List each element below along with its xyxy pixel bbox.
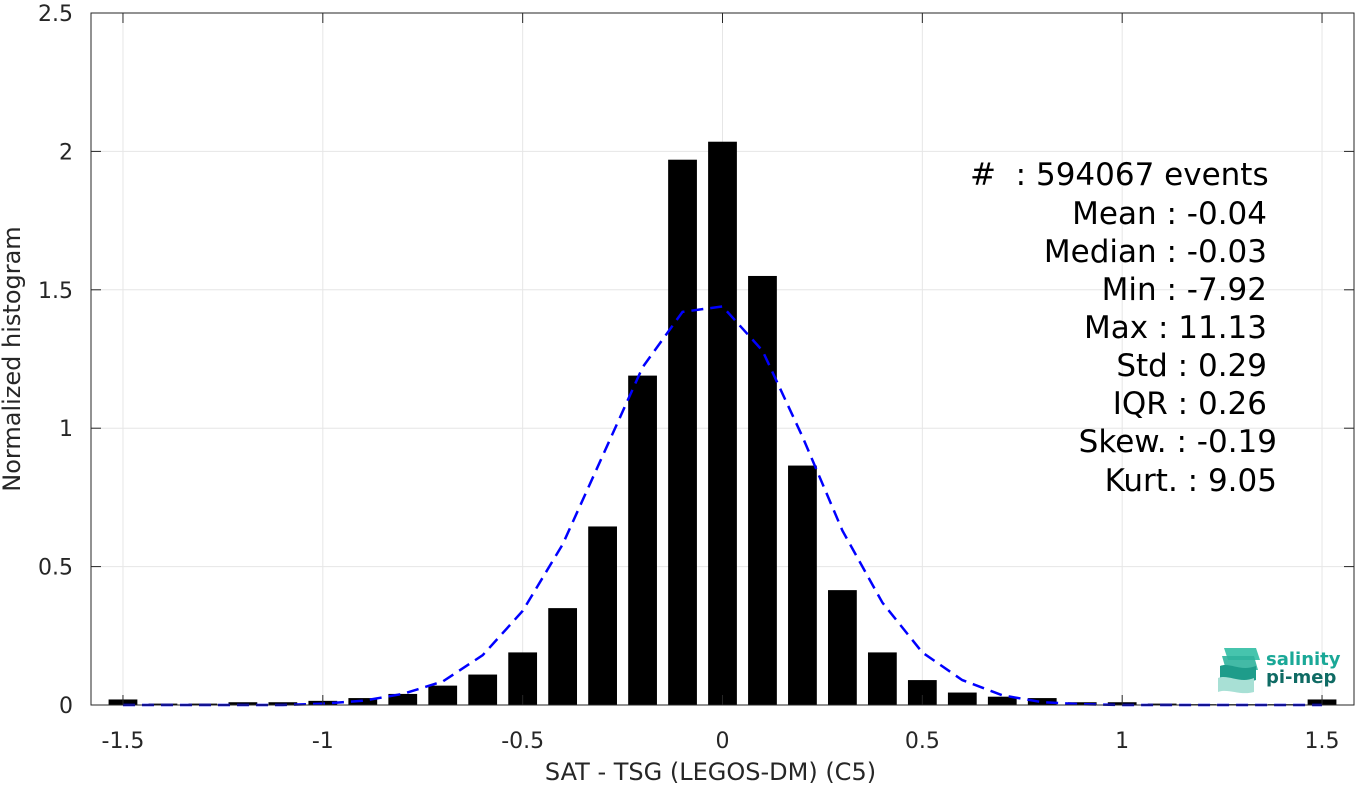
logo-text-pi-mep: pi-mep xyxy=(1266,667,1337,688)
x-axis-label: SAT - TSG (LEGOS-DM) (C5) xyxy=(545,758,876,785)
y-tick-label: 1.5 xyxy=(38,279,73,304)
histogram-bar xyxy=(1067,702,1097,705)
x-tick-label: -1.5 xyxy=(102,729,145,754)
stat-min: Min : -7.92 xyxy=(1101,272,1267,308)
histogram-bar xyxy=(788,465,817,705)
stat-mean: Mean : -0.04 xyxy=(1072,196,1267,232)
y-tick-label: 0 xyxy=(59,694,73,719)
y-axis-label: Normalized histogram xyxy=(0,226,26,491)
histogram-bar xyxy=(1027,698,1057,705)
histogram-bar xyxy=(468,674,498,705)
stat-max: Max : 11.13 xyxy=(1084,310,1267,346)
logo-text-salinity: salinity xyxy=(1266,649,1341,670)
histogram-bar xyxy=(828,590,857,705)
histogram-bar xyxy=(867,652,897,705)
y-tick-label: 2.5 xyxy=(38,2,73,27)
y-tick-label: 1 xyxy=(59,417,73,442)
histogram-bar xyxy=(708,141,737,705)
salinity-pi-mep-logo-icon xyxy=(1218,648,1260,694)
histogram-bar xyxy=(668,159,697,706)
x-tick-label: -0.5 xyxy=(501,729,544,754)
x-tick-label: 0 xyxy=(716,729,730,754)
x-tick-label: 1.5 xyxy=(1305,729,1340,754)
histogram-bar xyxy=(388,693,418,705)
histogram-bar xyxy=(588,526,617,705)
histogram-bar xyxy=(228,702,258,705)
x-tick-label: 0.5 xyxy=(905,729,940,754)
x-tick-label: 1 xyxy=(1115,729,1129,754)
stat-median: Median : -0.03 xyxy=(1043,234,1267,270)
stat-events: # : 594067 events xyxy=(970,157,1269,193)
histogram-bar xyxy=(947,692,977,705)
histogram-bar xyxy=(268,702,298,705)
stat-skewness: Skew. : -0.19 xyxy=(1078,424,1277,460)
y-tick-label: 0.5 xyxy=(38,556,73,581)
histogram-bar xyxy=(548,608,578,705)
histogram-bar xyxy=(987,696,1017,705)
y-tick-label: 2 xyxy=(59,140,73,165)
histogram-bar xyxy=(428,685,458,705)
histogram-bar xyxy=(748,275,777,705)
histogram-bar xyxy=(628,375,657,705)
stat-iqr: IQR : 0.26 xyxy=(1112,386,1267,422)
stat-kurtosis: Kurt. : 9.05 xyxy=(1104,463,1277,499)
stat-std: Std : 0.29 xyxy=(1116,348,1267,384)
salinity-pi-mep-logo: salinity pi-mep xyxy=(1216,646,1346,696)
x-tick-label: -1 xyxy=(312,729,334,754)
